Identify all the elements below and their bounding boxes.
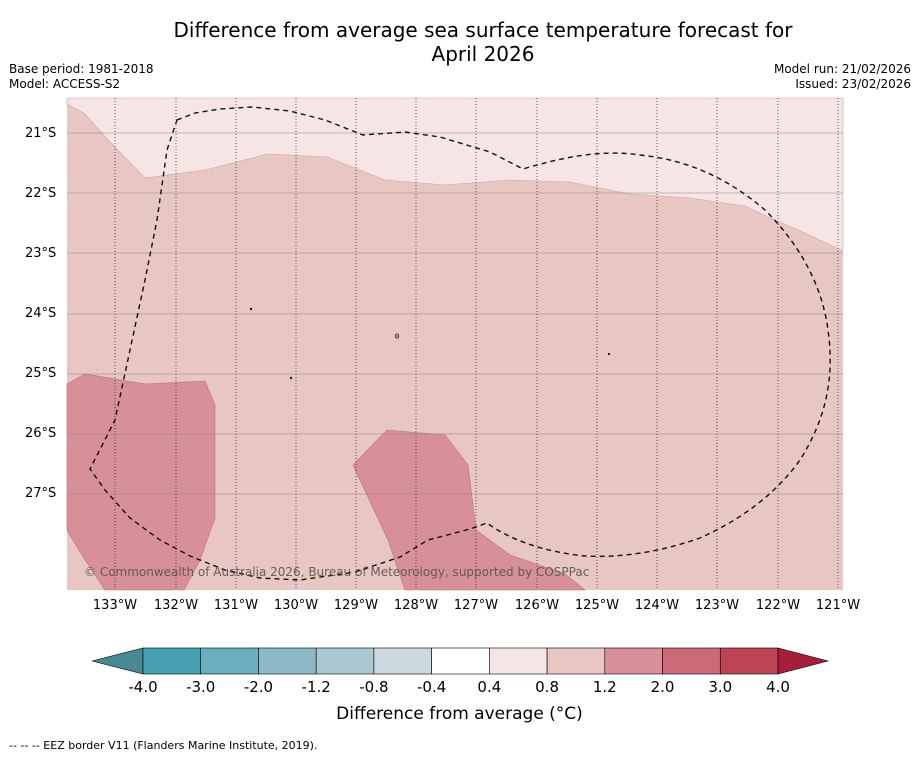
lon-label: 133°W — [92, 598, 138, 613]
colorbar-title: Difference from average (°C) — [336, 704, 583, 724]
colorbar-segment — [200, 647, 259, 675]
colorbar-tick-label: 0.8 — [535, 678, 559, 696]
model-text: Model: ACCESS-S2 — [9, 77, 121, 91]
lon-label: 127°W — [453, 598, 499, 613]
colorbar-segment — [315, 647, 375, 675]
colorbar-tick-label: -1.2 — [301, 678, 331, 696]
lon-label: 131°W — [213, 598, 259, 613]
colorbar-tick-label: -4.0 — [128, 678, 158, 696]
model-run-text: Model run: 21/02/2026 — [773, 62, 911, 76]
base-period-text: Base period: 1981-2018 — [9, 62, 154, 76]
colorbar-segment — [546, 647, 606, 675]
lon-label: 126°W — [514, 598, 560, 613]
title-line-1: Difference from average sea surface temp… — [173, 18, 793, 42]
lon-label: 129°W — [333, 598, 379, 613]
colorbar-tick-label: -0.4 — [416, 678, 447, 696]
island-marker — [289, 376, 293, 380]
lat-label: 23°S — [25, 246, 57, 261]
lon-label: 132°W — [153, 598, 199, 613]
colorbar-tick-label: 4.0 — [766, 678, 790, 696]
lat-label: 26°S — [25, 426, 57, 441]
colorbar-segment — [719, 647, 779, 675]
colorbar — [91, 647, 830, 675]
colorbar-arrow-low — [91, 647, 144, 675]
colorbar-segment — [489, 647, 548, 675]
anomaly-region-warm-left — [66, 373, 216, 591]
run-info: Model run: 21/02/2026 Issued: 23/02/2026 — [774, 62, 911, 92]
colorbar-tick-label: 1.2 — [592, 678, 617, 696]
lon-label: 121°W — [815, 598, 861, 613]
map-title: Difference from average sea surface temp… — [0, 18, 919, 66]
meridian-lines — [114, 98, 839, 590]
colorbar-segment — [373, 647, 432, 675]
anomaly-region-light — [66, 97, 844, 252]
title-line-2: April 2026 — [431, 42, 535, 66]
colorbar-tick-label: -2.0 — [243, 678, 274, 696]
colorbar-arrow-high — [777, 647, 830, 675]
colorbar-segment — [662, 647, 721, 675]
lon-label: 125°W — [574, 598, 620, 613]
islands — [249, 307, 611, 380]
colorbar-tick-label: -0.8 — [359, 678, 389, 696]
lat-label: 21°S — [25, 126, 57, 141]
footnote: -- -- -- EEZ border V11 (Flanders Marine… — [9, 739, 318, 752]
eez-border — [89, 106, 831, 581]
anomaly-region-warm-center — [352, 429, 586, 591]
lat-label: 25°S — [25, 366, 57, 381]
lon-label: 124°W — [634, 598, 680, 613]
colorbar-segment — [604, 647, 663, 675]
island-marker — [607, 352, 611, 356]
colorbar-segment — [431, 647, 490, 675]
lat-label: 24°S — [25, 306, 57, 321]
island-marker — [249, 307, 253, 311]
lon-label: 123°W — [694, 598, 740, 613]
island-marker — [394, 333, 400, 339]
colorbar-tick-label: -3.0 — [186, 678, 216, 696]
parallel-lines — [67, 132, 843, 495]
colorbar-segment — [258, 647, 317, 675]
lon-label: 128°W — [393, 598, 439, 613]
base-info: Base period: 1981-2018 Model: ACCESS-S2 — [9, 62, 154, 92]
lon-label: 122°W — [755, 598, 801, 613]
colorbar-tick-label: 2.0 — [650, 678, 675, 696]
lat-label: 22°S — [25, 186, 57, 201]
colorbar-tick-label: 0.4 — [477, 678, 502, 696]
copyright-notice: © Commonwealth of Australia 2026, Bureau… — [84, 565, 590, 579]
lat-label: 27°S — [25, 486, 57, 501]
issued-text: Issued: 23/02/2026 — [795, 77, 911, 91]
colorbar-tick-label: 3.0 — [708, 678, 733, 696]
colorbar-segment — [142, 647, 202, 675]
lon-label: 130°W — [273, 598, 319, 613]
